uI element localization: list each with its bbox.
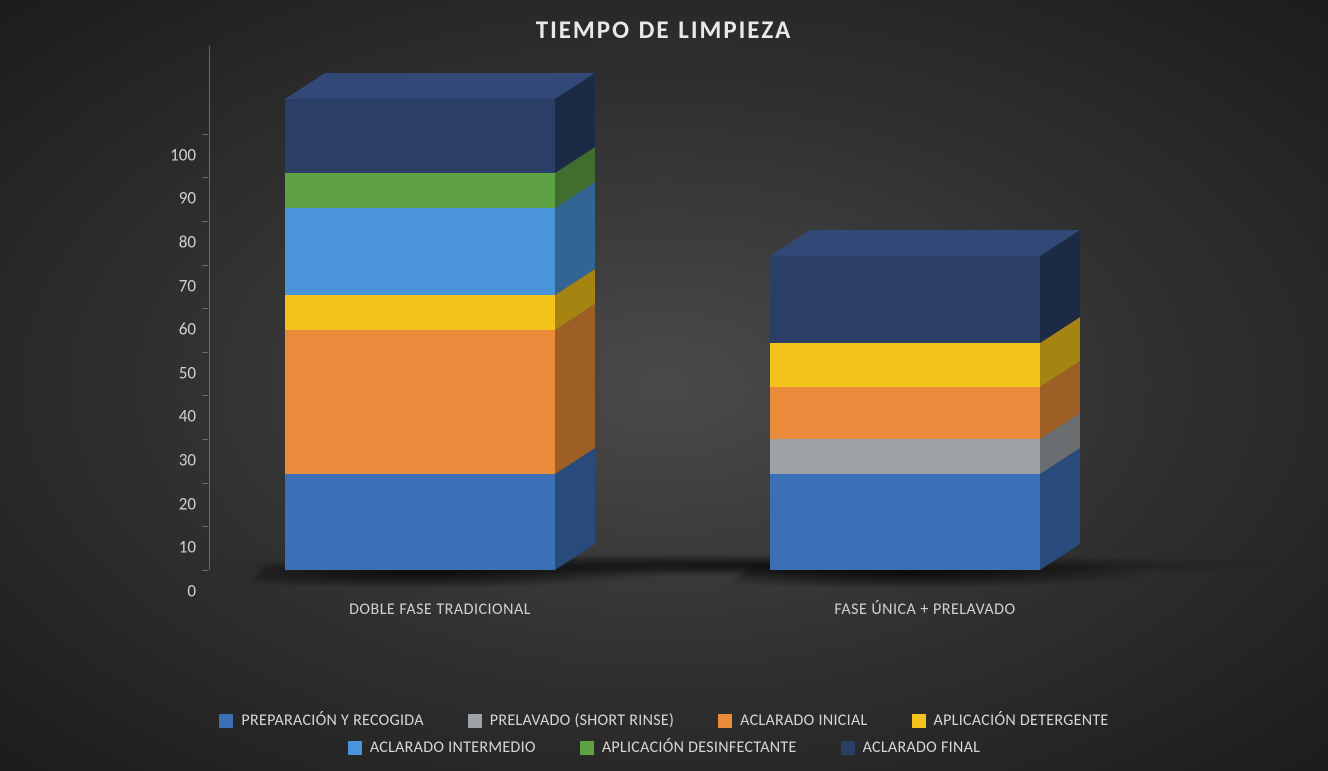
legend-swatch bbox=[718, 714, 732, 728]
legend-label: ACLARADO INTERMEDIO bbox=[370, 738, 536, 757]
legend-label: PREPARACIÓN Y RECOGIDA bbox=[241, 711, 423, 730]
segment-front bbox=[285, 295, 555, 330]
segment-desinfectante bbox=[285, 173, 555, 208]
column-cap bbox=[285, 59, 555, 99]
y-tick-label: 90 bbox=[179, 188, 196, 209]
segment-preparacion bbox=[285, 474, 555, 570]
legend-entry-preparacion: PREPARACIÓN Y RECOGIDA bbox=[219, 711, 423, 730]
segment-detergente bbox=[285, 295, 555, 330]
legend-entry-desinfectante: APLICACIÓN DESINFECTANTE bbox=[580, 738, 797, 757]
y-tick-label: 20 bbox=[179, 493, 196, 514]
column bbox=[285, 99, 555, 570]
segment-aclarado_fin bbox=[770, 256, 1040, 343]
segment-side bbox=[555, 304, 595, 474]
y-tick-label: 70 bbox=[179, 275, 196, 296]
column-cap-face bbox=[770, 230, 1080, 256]
y-tick bbox=[202, 221, 208, 222]
y-tick-label: 40 bbox=[179, 406, 196, 427]
y-tick-label: 0 bbox=[187, 581, 196, 602]
segment-front bbox=[285, 99, 555, 173]
legend-label: ACLARADO FINAL bbox=[863, 738, 981, 757]
y-tick bbox=[202, 439, 208, 440]
column bbox=[770, 256, 1040, 570]
segment-prelavado bbox=[770, 439, 1040, 474]
y-tick-label: 10 bbox=[179, 537, 196, 558]
chart-root: TIEMPO DE LIMPIEZA 010203040506070809010… bbox=[0, 0, 1328, 771]
legend-entry-prelavado: PRELAVADO (SHORT RINSE) bbox=[468, 711, 674, 730]
legend-swatch bbox=[348, 741, 362, 755]
segment-front bbox=[770, 439, 1040, 474]
plot-area: 0102030405060708090100DOBLE FASE TRADICI… bbox=[210, 90, 1270, 570]
legend-entry-aclarado_fin: ACLARADO FINAL bbox=[841, 738, 981, 757]
legend-entry-aclarado_ini: ACLARADO INICIAL bbox=[718, 711, 867, 730]
y-tick bbox=[202, 265, 208, 266]
y-tick-label: 50 bbox=[179, 362, 196, 383]
segment-aclarado_fin bbox=[285, 99, 555, 173]
segment-front bbox=[285, 173, 555, 208]
y-tick-label: 30 bbox=[179, 450, 196, 471]
segment-preparacion bbox=[770, 474, 1040, 570]
category-label: FASE ÚNICA + PRELAVADO bbox=[834, 600, 1015, 619]
segment-front bbox=[285, 474, 555, 570]
segment-aclarado_ini bbox=[285, 330, 555, 474]
segment-front bbox=[770, 256, 1040, 343]
y-tick bbox=[202, 526, 208, 527]
segment-front bbox=[770, 387, 1040, 439]
segment-front bbox=[770, 474, 1040, 570]
y-tick bbox=[202, 483, 208, 484]
legend-row: ACLARADO INTERMEDIO APLICACIÓN DESINFECTA… bbox=[0, 738, 1328, 757]
legend-label: PRELAVADO (SHORT RINSE) bbox=[490, 711, 674, 730]
y-tick bbox=[202, 570, 208, 571]
y-tick bbox=[202, 395, 208, 396]
legend: PREPARACIÓN Y RECOGIDA PRELAVADO (SHORT R… bbox=[0, 711, 1328, 757]
segment-aclarado_int bbox=[285, 208, 555, 295]
segment-front bbox=[770, 343, 1040, 387]
y-tick bbox=[202, 352, 208, 353]
y-tick bbox=[202, 308, 208, 309]
legend-label: ACLARADO INICIAL bbox=[740, 711, 867, 730]
y-axis-line bbox=[209, 46, 210, 570]
legend-swatch bbox=[912, 714, 926, 728]
legend-swatch bbox=[219, 714, 233, 728]
segment-detergente bbox=[770, 343, 1040, 387]
legend-label: APLICACIÓN DETERGENTE bbox=[934, 711, 1109, 730]
category-label: DOBLE FASE TRADICIONAL bbox=[349, 600, 531, 619]
legend-swatch bbox=[468, 714, 482, 728]
y-tick-label: 60 bbox=[179, 319, 196, 340]
legend-label: APLICACIÓN DESINFECTANTE bbox=[602, 738, 797, 757]
legend-swatch bbox=[580, 741, 594, 755]
legend-swatch bbox=[841, 741, 855, 755]
y-tick bbox=[202, 177, 208, 178]
y-tick-label: 80 bbox=[179, 231, 196, 252]
segment-front bbox=[285, 330, 555, 474]
segment-front bbox=[285, 208, 555, 295]
y-tick bbox=[202, 134, 208, 135]
legend-entry-detergente: APLICACIÓN DETERGENTE bbox=[912, 711, 1109, 730]
legend-entry-aclarado_int: ACLARADO INTERMEDIO bbox=[348, 738, 536, 757]
chart-title: TIEMPO DE LIMPIEZA bbox=[0, 14, 1328, 45]
column-cap bbox=[770, 216, 1040, 256]
y-tick-label: 100 bbox=[170, 144, 196, 165]
legend-row: PREPARACIÓN Y RECOGIDA PRELAVADO (SHORT R… bbox=[0, 711, 1328, 730]
segment-aclarado_ini bbox=[770, 387, 1040, 439]
column-cap-face bbox=[285, 73, 595, 99]
